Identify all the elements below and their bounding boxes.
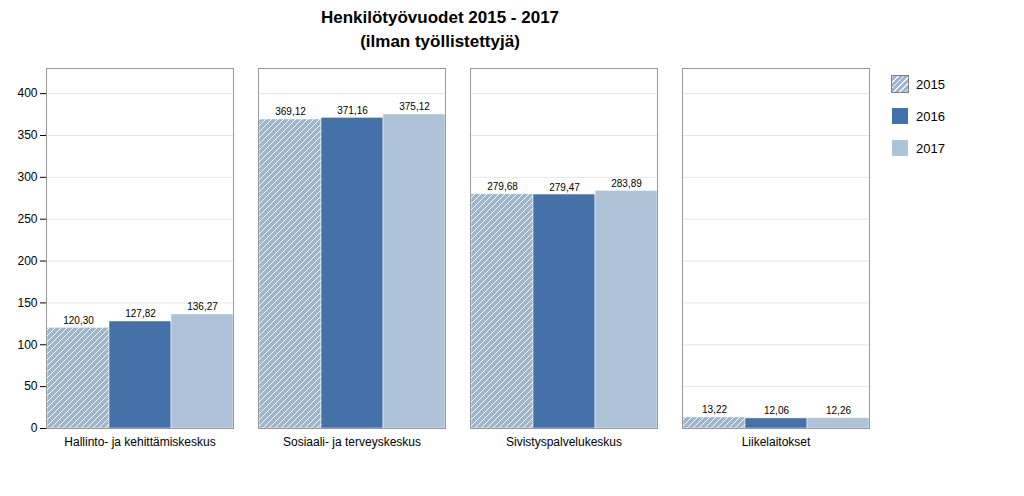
svg-text:Sosiaali- ja terveyskeskus: Sosiaali- ja terveyskeskus [283, 435, 421, 449]
html-text:Henkilötyövuodet 2015 - 2017: Henkilötyövuodet 2015 - 2017 [321, 8, 559, 27]
svg-text:100: 100 [17, 338, 37, 352]
svg-text:12,06: 12,06 [764, 405, 789, 416]
svg-text:50: 50 [24, 379, 38, 393]
svg-text:250: 250 [17, 212, 37, 226]
svg-text:300: 300 [17, 170, 37, 184]
html-text:2015: 2015 [916, 76, 945, 92]
svg-text:13,22: 13,22 [702, 404, 727, 415]
svg-text:127,82: 127,82 [125, 308, 156, 319]
svg-text:Sivistyspalvelukeskus: Sivistyspalvelukeskus [506, 435, 622, 449]
svg-text:283,89: 283,89 [611, 178, 642, 189]
svg-text:375,12: 375,12 [399, 101, 430, 112]
svg-text:350: 350 [17, 128, 37, 142]
svg-text:369,12: 369,12 [275, 106, 306, 117]
svg-text:279,68: 279,68 [487, 181, 518, 192]
svg-text:Liikelaitokset: Liikelaitokset [742, 435, 811, 449]
svg-text:120,30: 120,30 [63, 315, 94, 326]
html-text:2016: 2016 [916, 108, 945, 124]
svg-text:0: 0 [31, 421, 38, 435]
svg-text:12,26: 12,26 [826, 405, 851, 416]
svg-text:371,16: 371,16 [337, 105, 368, 116]
svg-text:279,47: 279,47 [549, 182, 580, 193]
svg-text:150: 150 [17, 296, 37, 310]
svg-text:400: 400 [17, 86, 37, 100]
svg-text:Hallinto- ja kehittämiskeskus: Hallinto- ja kehittämiskeskus [64, 435, 215, 449]
svg-text:200: 200 [17, 254, 37, 268]
svg-text:136,27: 136,27 [187, 301, 218, 312]
html-text:2017: 2017 [916, 140, 945, 156]
html-text:(ilman työllistettyjä): (ilman työllistettyjä) [360, 32, 520, 51]
